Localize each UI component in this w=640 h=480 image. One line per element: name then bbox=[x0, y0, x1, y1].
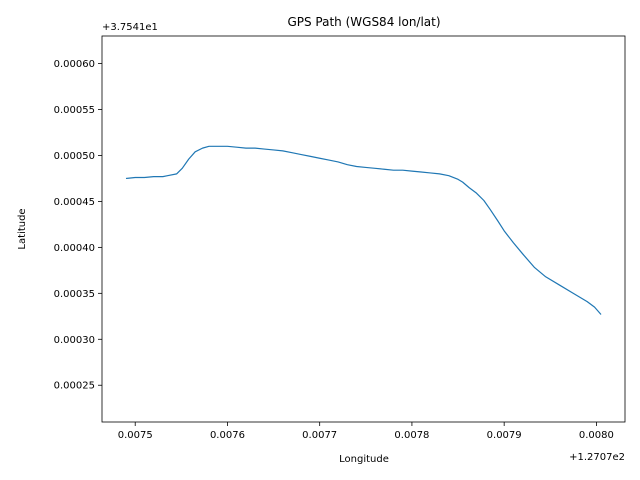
y-tick-label: 0.00035 bbox=[54, 289, 95, 300]
x-tick-label: 0.0075 bbox=[118, 430, 153, 441]
y-tick-label: 0.00040 bbox=[54, 243, 95, 254]
plot-area: 0.0075 0.0076 0.0077 0.0078 0.0079 0.0080 0.00… bbox=[54, 35, 626, 441]
x-tick-label: 0.0080 bbox=[579, 430, 614, 441]
y-tick-label: 0.00045 bbox=[54, 197, 95, 208]
y-axis-label: Latitude bbox=[17, 208, 28, 249]
y-tick-label: 0.00030 bbox=[54, 335, 95, 346]
x-axis-label: Longitude bbox=[339, 454, 389, 465]
x-tick-label: 0.0076 bbox=[210, 430, 245, 441]
x-tick-label: 0.0079 bbox=[487, 430, 522, 441]
gps-path-line bbox=[125, 145, 602, 315]
x-tick-label: 0.0077 bbox=[302, 430, 337, 441]
axes-frame bbox=[101, 35, 626, 423]
x-tick-label: 0.0078 bbox=[394, 430, 429, 441]
y-offset-label: +3.7541e1 bbox=[102, 22, 158, 33]
x-offset-label: +1.2707e2 bbox=[569, 452, 625, 463]
chart-title: GPS Path (WGS84 lon/lat) bbox=[287, 15, 440, 29]
y-tick-label: 0.00055 bbox=[54, 105, 95, 116]
y-tick-label: 0.00025 bbox=[54, 381, 95, 392]
y-tick-label: 0.00060 bbox=[54, 59, 95, 70]
y-tick-label: 0.00050 bbox=[54, 151, 95, 162]
